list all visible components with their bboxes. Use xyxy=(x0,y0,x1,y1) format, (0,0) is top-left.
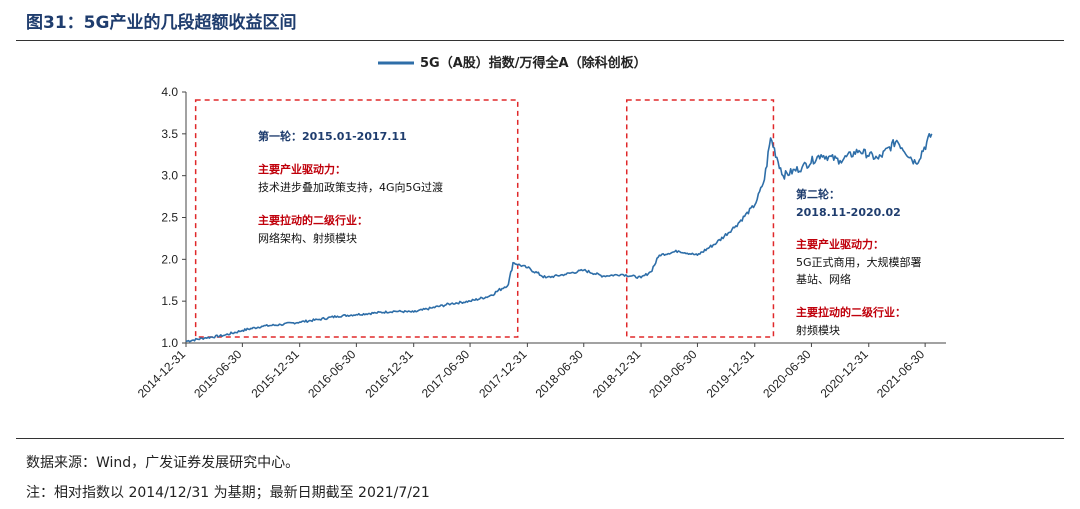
period2-box xyxy=(625,99,775,338)
line-chart: 1.0 1.5 2.0 2.5 3.0 3.5 4.0 2014-12-31 2015-06-3… xyxy=(135,55,946,401)
y-tick-label: 1.0 xyxy=(161,336,178,350)
x-tick-label: 2016-06-30 xyxy=(305,347,359,401)
y-tick-label: 3.5 xyxy=(161,127,178,141)
figure-title: 图31：5G产业的几段超额收益区间 xyxy=(26,13,297,33)
x-tick-label: 2015-12-31 xyxy=(249,347,303,401)
x-tick-label: 2018-12-31 xyxy=(590,347,644,401)
y-tick-label: 4.0 xyxy=(161,85,178,99)
period2-heading-2: 2018.11-2020.02 xyxy=(796,206,901,219)
period2-industry-label: 主要拉动的二级行业： xyxy=(796,305,906,319)
footer-divider xyxy=(16,438,1064,439)
x-tick-label: 2021-06-30 xyxy=(874,347,928,401)
y-tick-label: 2.0 xyxy=(161,252,178,266)
x-tick-label: 2014-12-31 xyxy=(135,347,189,401)
period1-heading: 第一轮：2015.01-2017.11 xyxy=(258,129,407,143)
period1-driver-text: 技术进步叠加政策支持，4G向5G过渡 xyxy=(258,180,443,194)
x-tick-label: 2019-12-31 xyxy=(704,347,758,401)
x-tick-label: 2019-06-30 xyxy=(646,347,700,401)
x-tick-label: 2020-12-31 xyxy=(818,347,872,401)
x-tick-label: 2018-06-30 xyxy=(533,347,587,401)
x-tick-label: 2015-06-30 xyxy=(191,347,245,401)
y-tick-label: 1.5 xyxy=(161,294,178,308)
period2-driver-label: 主要产业驱动力： xyxy=(796,237,884,251)
period1-industry-text: 网络架构、射频模块 xyxy=(258,231,357,245)
x-tick-label: 2020-06-30 xyxy=(760,347,814,401)
period2-driver-text-2: 基站、网络 xyxy=(796,272,851,286)
period2-heading-1: 第二轮： xyxy=(796,187,840,201)
legend-label: 5G（A股）指数/万得全A（除科创板） xyxy=(420,55,647,71)
x-tick-label: 2017-06-30 xyxy=(419,347,473,401)
period1-industry-label: 主要拉动的二级行业： xyxy=(258,213,368,227)
period2-driver-text-1: 5G正式商用，大规模部署 xyxy=(796,255,922,269)
base-date-note: 注：相对指数以 2014/12/31 为基期；最新日期截至 2021/7/21 xyxy=(26,485,430,501)
x-tick-label: 2017-12-31 xyxy=(476,347,530,401)
source-note: 数据来源：Wind，广发证券发展研究中心。 xyxy=(26,455,300,471)
period2-industry-text: 射频模块 xyxy=(796,323,840,337)
title-divider xyxy=(16,40,1064,41)
period1-box xyxy=(194,99,519,338)
period1-driver-label: 主要产业驱动力： xyxy=(258,162,346,176)
y-tick-label: 3.0 xyxy=(161,169,178,183)
x-tick-label: 2016-12-31 xyxy=(363,347,417,401)
y-tick-label: 2.5 xyxy=(161,211,178,225)
series-line-5g-relative-index xyxy=(185,133,933,343)
